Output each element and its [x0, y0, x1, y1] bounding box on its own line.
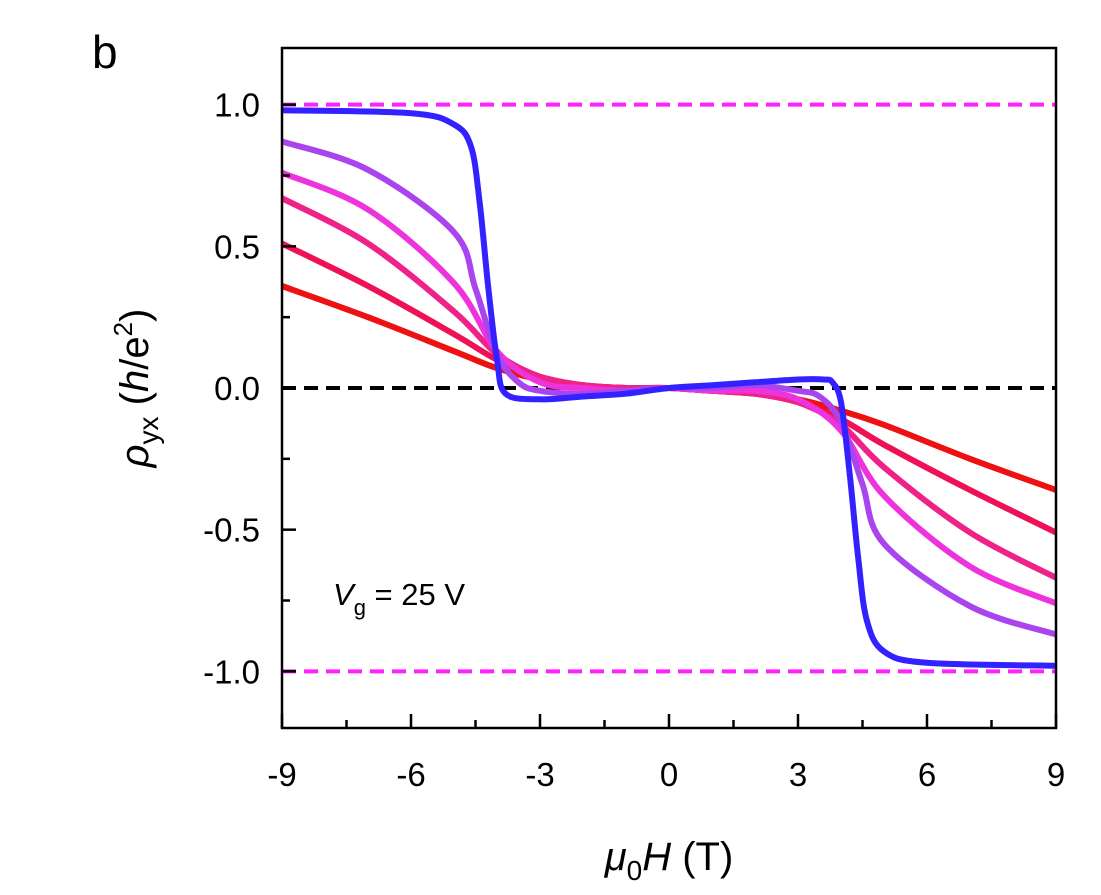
x-tick-label: -6: [396, 756, 425, 793]
y-axis-sub: yx: [133, 416, 164, 444]
x-tick-label: 3: [789, 756, 807, 793]
panel-label: b: [92, 26, 118, 78]
x-tick-label: 6: [918, 756, 936, 793]
x-axis-title: μ0H (T): [604, 835, 734, 886]
y-tick-label: -0.5: [203, 512, 260, 549]
y-axis-unit-sup: 2: [108, 322, 138, 336]
y-tick-label: 0.0: [214, 370, 260, 407]
y-axis-unit-slash: /e: [113, 336, 157, 369]
y-axis-symbol: ρ: [113, 444, 157, 468]
y-axis-unit-h: h: [113, 370, 157, 392]
x-axis-symbol: μ: [604, 835, 627, 879]
x-axis-sub: 0: [627, 855, 643, 886]
series-line-5: [282, 107, 1056, 669]
y-tick-label: -1.0: [203, 653, 260, 690]
y-axis-unit-open: (: [113, 391, 157, 416]
axis-tick-labels: -9 -6 -3 0 3 6 9 -1.0 -0.5 0.0 0.5 1.0: [203, 87, 1065, 793]
annotation-sub: g: [354, 595, 366, 620]
annotation-var: V: [333, 577, 357, 612]
x-axis-var: H: [642, 835, 671, 879]
y-axis-title: ρyx (h/e2): [108, 309, 164, 469]
y-axis-unit-close: ): [113, 309, 157, 322]
annotation-text: = 25 V: [366, 577, 465, 612]
x-axis-unit: (T): [671, 835, 733, 879]
series-layer: [282, 107, 1056, 669]
x-tick-label: 9: [1047, 756, 1065, 793]
x-tick-label: -3: [525, 756, 554, 793]
gate-voltage-annotation: Vg = 25 V: [333, 577, 465, 620]
axis-ticks: [280, 103, 1058, 728]
y-tick-label: 0.5: [214, 228, 260, 265]
y-tick-label: 1.0: [214, 87, 260, 124]
x-tick-label: -9: [267, 756, 296, 793]
x-tick-label: 0: [660, 756, 678, 793]
